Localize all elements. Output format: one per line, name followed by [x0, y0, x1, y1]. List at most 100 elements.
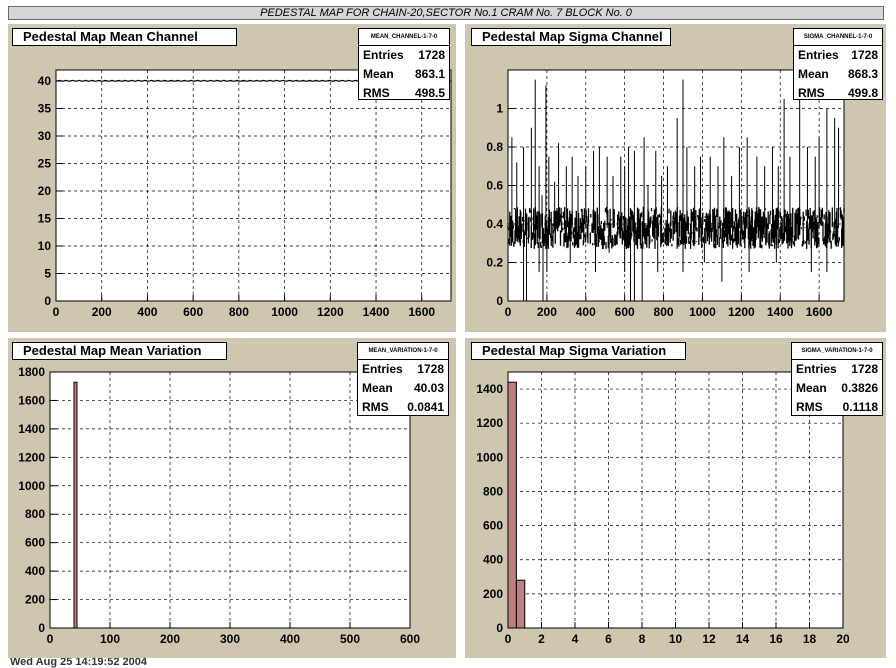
stats-rms-label: RMS [798, 86, 825, 100]
y-tick-label: 0.2 [486, 256, 503, 270]
stats-entries-label: Entries [362, 362, 403, 376]
x-tick-label: 6 [605, 632, 612, 646]
sigma-channel-stats: SIGMA_CHANNEL-1-7-0 Entries 1728 Mean 868.… [793, 28, 883, 100]
mean-variation-pad: 0 100 200 300 400 500 600 0 200 400 600 800 1000 1200… [8, 338, 456, 658]
x-tick-label: 16 [769, 632, 783, 646]
x-tick-label: 800 [654, 305, 674, 319]
x-tick-label: 2 [538, 632, 545, 646]
y-tick-label: 0.8 [486, 140, 503, 154]
sigma-variation-stats: SIGMA_VARIATION-1-7-0 Entries 1728 Mean 0.… [791, 342, 883, 416]
y-tick-label: 800 [483, 484, 503, 498]
x-tick-label: 400 [280, 632, 300, 646]
plot-frame [507, 371, 844, 629]
sigma-variation-pad: 0 2 4 6 8 10 12 14 16 18 20 0 200 400 600 800 1000 1200 14… [465, 338, 886, 658]
x-tick-label: 500 [340, 632, 360, 646]
mean-channel-pad: 0 200 400 600 800 1000 1200 1400 1600 0 5 10 15 20 25 3… [8, 24, 456, 332]
x-tick-label: 8 [639, 632, 646, 646]
y-tick-label: 40 [38, 74, 52, 88]
x-tick-label: 0 [505, 632, 512, 646]
x-tick-label: 1400 [767, 305, 794, 319]
x-tick-label: 12 [702, 632, 716, 646]
plot-area [56, 70, 451, 301]
stats-rms-value: 499.8 [847, 86, 878, 100]
y-tick-label: 25 [38, 157, 52, 171]
y-tick-label: 1000 [476, 450, 503, 464]
y-tick-label: 20 [38, 184, 52, 198]
y-tick-label: 1200 [18, 450, 45, 464]
sigma-channel-plot: 0 200 400 600 800 1000 1200 1400 1600 0 0.2 0.4 0.6 0… [486, 69, 845, 319]
sigma-variation-title: Pedestal Map Sigma Variation [471, 342, 686, 360]
stats-name: SIGMA_CHANNEL-1-7-0 [794, 29, 882, 46]
histogram-bin [73, 381, 78, 629]
y-tick-label: 1000 [18, 479, 45, 493]
y-tick-label: 15 [38, 212, 52, 226]
page-title: PEDESTAL MAP FOR CHAIN-20,SECTOR No.1 CR… [8, 6, 884, 20]
stats-rms-value: 498.5 [414, 86, 445, 100]
stats-rms-label: RMS [796, 400, 823, 414]
x-tick-label: 10 [669, 632, 683, 646]
y-tick-label: 0 [44, 294, 51, 308]
x-tick-label: 100 [100, 632, 120, 646]
mean-variation-plot: 0 100 200 300 400 500 600 0 200 400 600 800 1000 1200… [18, 365, 420, 646]
y-tick-label: 30 [38, 129, 52, 143]
stats-rms-value: 0.1118 [842, 400, 878, 414]
y-tick-label: 1400 [476, 382, 503, 396]
stats-rms-label: RMS [363, 86, 390, 100]
stats-rms-value: 0.0841 [407, 400, 444, 414]
stats-name: SIGMA_VARIATION-1-7-0 [792, 343, 882, 360]
y-tick-label: 5 [44, 267, 51, 281]
timestamp-footer: Wed Aug 25 14:19:52 2004 [10, 658, 147, 668]
x-tick-label: 18 [803, 632, 817, 646]
x-tick-label: 1200 [728, 305, 755, 319]
stats-mean-value: 0.3826 [841, 381, 878, 395]
y-tick-label: 0 [496, 621, 503, 635]
histogram-bin [515, 579, 526, 629]
y-tick-label: 400 [25, 564, 45, 578]
mean-variation-title: Pedestal Map Mean Variation [12, 342, 227, 360]
y-tick-label: 600 [25, 536, 45, 550]
sigma-channel-pad: 0 200 400 600 800 1000 1200 1400 1600 0 0.2 0.4 0.6 0… [465, 24, 886, 332]
x-tick-label: 600 [183, 305, 203, 319]
stats-name: MEAN_VARIATION-1-7-0 [358, 343, 448, 360]
y-tick-label: 1600 [18, 393, 45, 407]
stats-mean-label: Mean [796, 381, 827, 395]
stats-entries-value: 1728 [851, 48, 878, 62]
mean-channel-plot: 0 200 400 600 800 1000 1200 1400 1600 0 5 10 15 20 25 3… [38, 69, 452, 319]
histogram-bin [507, 381, 517, 629]
plot-frame [49, 371, 411, 629]
x-tick-label: 1600 [408, 305, 435, 319]
x-tick-label: 0 [505, 305, 512, 319]
x-tick-label: 0 [53, 305, 60, 319]
stats-entries-label: Entries [363, 48, 404, 62]
x-tick-label: 300 [220, 632, 240, 646]
stats-entries-value: 1728 [851, 362, 878, 376]
mean-variation-stats: MEAN_VARIATION-1-7-0 Entries 1728 Mean 40.… [357, 342, 449, 416]
x-tick-label: 1200 [317, 305, 344, 319]
plot-frame [55, 69, 452, 302]
y-tick-label: 1400 [18, 422, 45, 436]
y-tick-label: 0.6 [486, 179, 503, 193]
y-tick-label: 1800 [18, 365, 45, 379]
y-tick-label: 0 [38, 621, 45, 635]
x-tick-label: 0 [47, 632, 54, 646]
y-tick-label: 200 [25, 593, 45, 607]
x-tick-label: 14 [736, 632, 750, 646]
stats-entries-value: 1728 [417, 362, 444, 376]
x-tick-label: 600 [615, 305, 635, 319]
stats-mean-value: 863.1 [414, 67, 445, 81]
x-tick-label: 200 [92, 305, 112, 319]
x-tick-label: 400 [576, 305, 596, 319]
sigma-channel-title: Pedestal Map Sigma Channel [471, 28, 671, 46]
y-tick-label: 0 [496, 294, 503, 308]
stats-entries-value: 1728 [418, 48, 445, 62]
stats-name: MEAN_CHANNEL-1-7-0 [359, 29, 449, 46]
x-tick-label: 200 [537, 305, 557, 319]
x-tick-label: 1600 [806, 305, 833, 319]
stats-rms-label: RMS [362, 400, 389, 414]
y-tick-label: 0.4 [486, 217, 503, 231]
y-tick-label: 10 [38, 239, 52, 253]
x-tick-label: 4 [572, 632, 579, 646]
mean-channel-stats: MEAN_CHANNEL-1-7-0 Entries 1728 Mean 863.1… [358, 28, 450, 100]
y-tick-label: 400 [483, 553, 503, 567]
y-tick-label: 35 [38, 102, 52, 116]
